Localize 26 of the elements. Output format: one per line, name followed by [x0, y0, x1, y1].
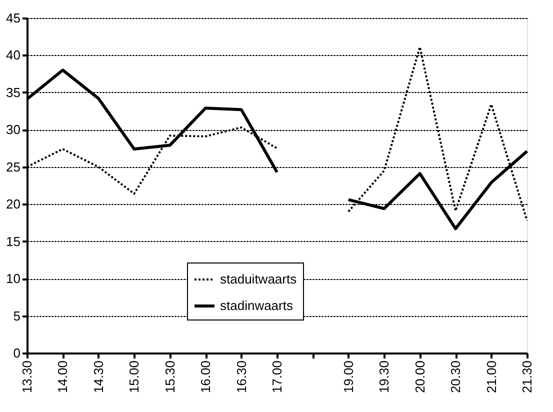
x-tick-label: 14.30: [90, 360, 106, 394]
y-tick-label: 0: [13, 346, 20, 360]
x-tick-label: 21.30: [520, 360, 534, 394]
y-tick-label: 25: [6, 159, 20, 174]
x-tick-label: 20.30: [448, 360, 464, 394]
y-tick-label: 5: [13, 308, 20, 324]
x-tick-label: 19.00: [340, 360, 356, 394]
x-tick-label: 16.30: [234, 360, 249, 394]
x-tick-label: 15.00: [126, 360, 142, 394]
x-tick-label: 21.00: [484, 360, 499, 394]
legend-label: staduitwaarts: [220, 272, 298, 287]
y-tick-label: 40: [6, 48, 20, 63]
x-tick-label: 13.30: [20, 360, 34, 394]
y-tick-label: 20: [6, 196, 20, 212]
y-tick-label: 15: [6, 234, 20, 249]
x-tick-label: 16.00: [198, 360, 214, 394]
x-tick-label: 17.00: [270, 360, 284, 394]
y-tick-label: 45: [6, 10, 20, 26]
x-tick-label: 20.00: [412, 360, 428, 394]
y-tick-label: 35: [6, 84, 20, 100]
x-tick-label: 19.30: [376, 360, 392, 394]
legend-label: stadinwaarts: [220, 298, 294, 314]
x-tick-label: 14.00: [55, 360, 70, 394]
y-tick-label: 30: [6, 122, 20, 138]
x-tick-label: 15.30: [162, 360, 178, 394]
y-tick-label: 10: [6, 271, 20, 286]
